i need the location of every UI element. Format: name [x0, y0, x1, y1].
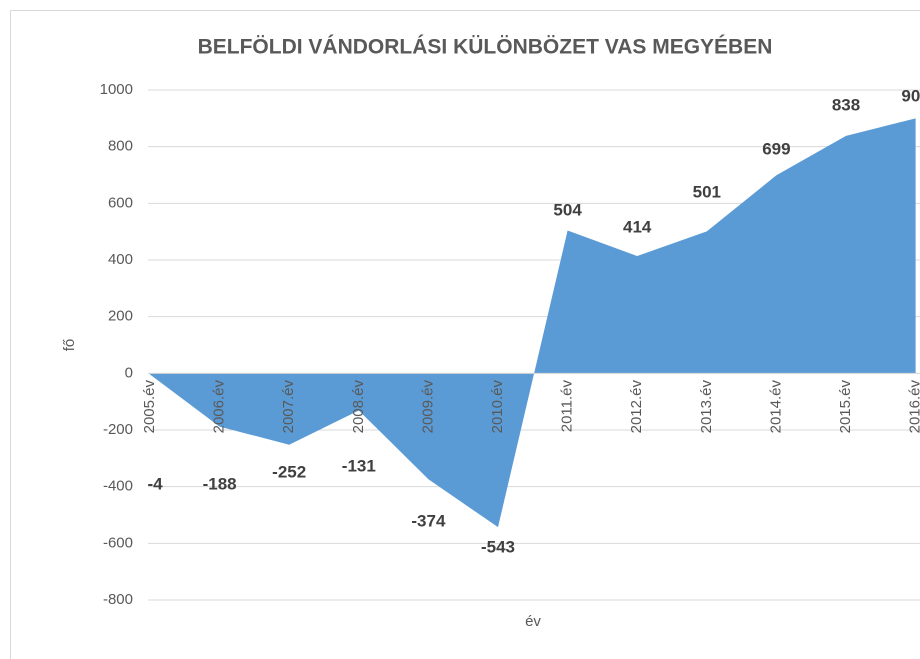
y-tick-label: 400 — [108, 251, 133, 268]
x-tick-label: 2010.év — [489, 380, 506, 434]
x-tick-label: 2007.év — [280, 380, 297, 434]
y-tick-label: -600 — [103, 534, 133, 551]
x-axis-title: év — [525, 613, 541, 630]
y-tick-label: 200 — [108, 308, 133, 325]
y-tick-label: 600 — [108, 194, 133, 211]
x-tick-label: 2015.év — [837, 380, 854, 434]
data-label: -131 — [342, 456, 376, 475]
x-tick-label: 2008.év — [350, 380, 367, 434]
y-tick-label: 0 — [125, 364, 133, 381]
y-tick-label: -800 — [103, 591, 133, 608]
y-tick-label: 800 — [108, 138, 133, 155]
data-label: -4 — [147, 474, 163, 493]
data-label: 504 — [553, 200, 582, 219]
area — [150, 118, 916, 528]
y-tick-label: -200 — [103, 421, 133, 438]
data-label: 501 — [693, 182, 721, 201]
x-tick-label: 2013.év — [698, 380, 715, 434]
y-tick-label: 1000 — [100, 81, 133, 98]
data-label: 900 — [901, 86, 920, 105]
x-tick-label: 2012.év — [628, 380, 645, 434]
chart-title: BELFÖLDI VÁNDORLÁSI KÜLÖNBÖZET VAS MEGYÉ… — [198, 36, 773, 59]
x-tick-label: 2016.év — [907, 380, 920, 434]
data-label: 699 — [762, 139, 790, 158]
y-axis-title: fő — [61, 339, 78, 352]
data-label: 414 — [623, 217, 652, 236]
x-tick-label: 2009.év — [419, 380, 436, 434]
x-tick-label: 2005.év — [141, 380, 158, 434]
x-tick-label: 2006.év — [211, 380, 228, 434]
x-tick-label: 2011.év — [559, 380, 576, 433]
data-label: -543 — [481, 537, 515, 556]
y-tick-label: -400 — [103, 478, 133, 495]
data-label: -374 — [411, 511, 446, 530]
data-label: -252 — [272, 462, 306, 481]
data-label: -188 — [203, 474, 237, 493]
x-tick-label: 2014.év — [767, 380, 784, 434]
data-label: 838 — [832, 95, 860, 114]
